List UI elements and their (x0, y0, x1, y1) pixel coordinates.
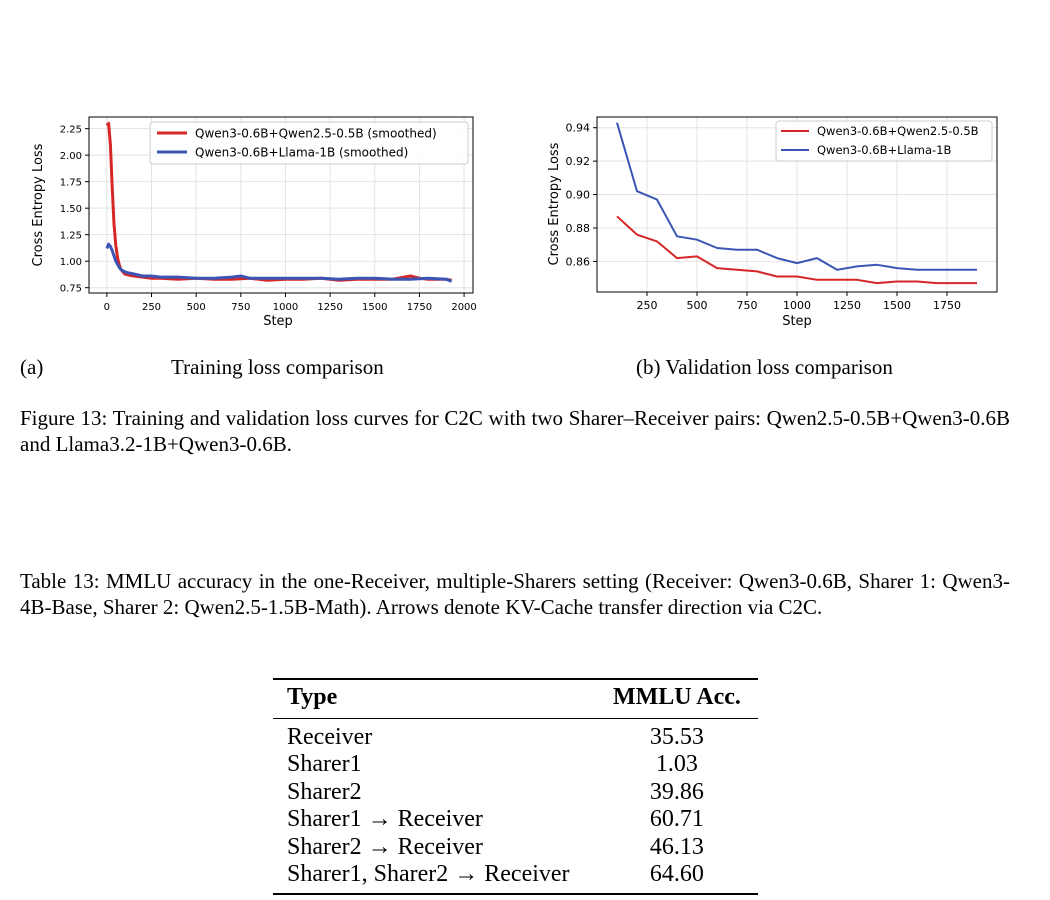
x-tick-label: 500 (687, 299, 708, 312)
y-tick-label: 0.94 (566, 122, 591, 135)
row-acc: 46.13 (649, 833, 704, 860)
val-legend: Qwen3-0.6B+Qwen2.5-0.5B Qwen3-0.6B+Llama… (775, 120, 993, 162)
validation-loss-chart: 0.94 0.92 0.90 0.88 0.86 250 500 750 1000 1250 15… (547, 116, 998, 329)
row-type: Sharer1 (287, 751, 362, 777)
row-acc: 35.53 (649, 723, 704, 750)
series-line-qwen25 (616, 215, 977, 285)
val-y-axis-label: Cross Entropy Loss (547, 142, 562, 265)
y-tick-label: 2.25 (60, 125, 82, 136)
val-y-axis-ticks: 0.94 0.92 0.90 0.88 0.86 (566, 122, 597, 268)
x-tick-label: 1000 (783, 299, 811, 312)
y-tick-label: 0.90 (566, 189, 591, 202)
train-legend-box (149, 121, 469, 165)
series-line-llama (105, 242, 453, 283)
table-row: Sharer1, Sharer2 → Receiver 64.60 (273, 861, 758, 894)
train-y-axis-label: Cross Entropy Loss (31, 143, 46, 266)
x-tick-label: 750 (737, 299, 758, 312)
row-acc: 1.03 (655, 751, 698, 777)
row-type: Sharer2 (287, 778, 362, 805)
train-x-axis-ticks: 0 250 500 750 1000 1250 1500 1750 2000 (104, 293, 477, 313)
row-type: Receiver (287, 723, 373, 750)
table-row: Sharer2 39.86 (273, 779, 758, 807)
row-type: Sharer2 → Receiver (287, 833, 483, 860)
x-tick-label: 1500 (883, 299, 911, 312)
y-tick-label: 1.75 (60, 178, 82, 189)
subcaption-b: (b) Validation loss comparison (636, 355, 893, 379)
x-tick-label: 750 (231, 302, 250, 313)
row-type: Sharer1, Sharer2 → Receiver (287, 861, 570, 887)
train-lines (105, 121, 453, 283)
table-row: Sharer2 → Receiver 46.13 (273, 834, 758, 862)
x-tick-label: 2000 (451, 302, 476, 313)
row-acc: 64.60 (649, 861, 704, 887)
subcaption-a-label: (a) (20, 355, 44, 379)
mmlu-results-table: Type MMLU Acc. Receiver 35.53 Sharer1 1.… (273, 678, 758, 895)
train-x-axis-label: Step (263, 314, 293, 329)
x-tick-label: 1000 (273, 302, 298, 313)
train-plot-frame (88, 116, 474, 294)
header-type: Type (287, 684, 338, 710)
val-legend-box (775, 120, 993, 162)
table-row: Receiver 35.53 (273, 718, 758, 751)
table-caption: Table 13: MMLU accuracy in the one-Recei… (20, 569, 1010, 619)
y-tick-label: 1.00 (60, 257, 82, 268)
y-tick-label: 0.88 (566, 222, 591, 235)
subcaption-a-text: Training loss comparison (171, 355, 384, 379)
x-tick-label: 250 (637, 299, 658, 312)
table-header-row: Type MMLU Acc. (273, 679, 758, 718)
y-tick-label: 1.50 (60, 204, 82, 215)
table-row: Sharer1 → Receiver 60.71 (273, 806, 758, 834)
val-legend-label-llama: Qwen3-0.6B+Llama-1B (817, 143, 951, 157)
val-legend-label-qwen25: Qwen3-0.6B+Qwen2.5-0.5B (817, 124, 979, 138)
row-acc: 39.86 (649, 778, 704, 805)
x-tick-label: 1500 (362, 302, 387, 313)
x-tick-label: 1250 (317, 302, 342, 313)
x-tick-label: 250 (142, 302, 161, 313)
train-legend-label-qwen25: Qwen3-0.6B+Qwen2.5-0.5B (smoothed) (195, 127, 437, 141)
y-tick-label: 1.25 (60, 231, 82, 242)
table-row: Sharer1 1.03 (273, 751, 758, 779)
series-line-llama (616, 122, 977, 271)
header-mmlu-acc: MMLU Acc. (612, 684, 741, 710)
val-x-axis-label: Step (782, 314, 812, 329)
y-tick-label: 0.75 (60, 284, 82, 295)
val-lines (616, 122, 977, 285)
x-tick-label: 0 (104, 302, 110, 313)
x-tick-label: 500 (187, 302, 206, 313)
y-tick-label: 0.86 (566, 255, 591, 268)
train-legend-label-llama: Qwen3-0.6B+Llama-1B (smoothed) (195, 146, 408, 160)
train-legend: Qwen3-0.6B+Qwen2.5-0.5B (smoothed) Qwen3… (149, 121, 469, 165)
y-tick-label: 0.92 (566, 155, 591, 168)
train-y-axis-ticks: 2.25 2.00 1.75 1.50 1.25 1.00 0.75 (60, 125, 89, 295)
figure-caption: Figure 13: Training and validation loss … (20, 406, 1010, 456)
row-type: Sharer1 → Receiver (287, 806, 483, 832)
training-loss-chart: 2.25 2.00 1.75 1.50 1.25 1.00 0.75 0 250 500 750 1… (31, 116, 477, 329)
row-acc: 60.71 (649, 806, 704, 832)
x-tick-label: 1750 (933, 299, 961, 312)
x-tick-label: 1750 (407, 302, 432, 313)
y-tick-label: 2.00 (60, 151, 82, 162)
x-tick-label: 1250 (833, 299, 861, 312)
val-x-axis-ticks: 250 500 750 1000 1250 1500 1750 (637, 292, 961, 312)
